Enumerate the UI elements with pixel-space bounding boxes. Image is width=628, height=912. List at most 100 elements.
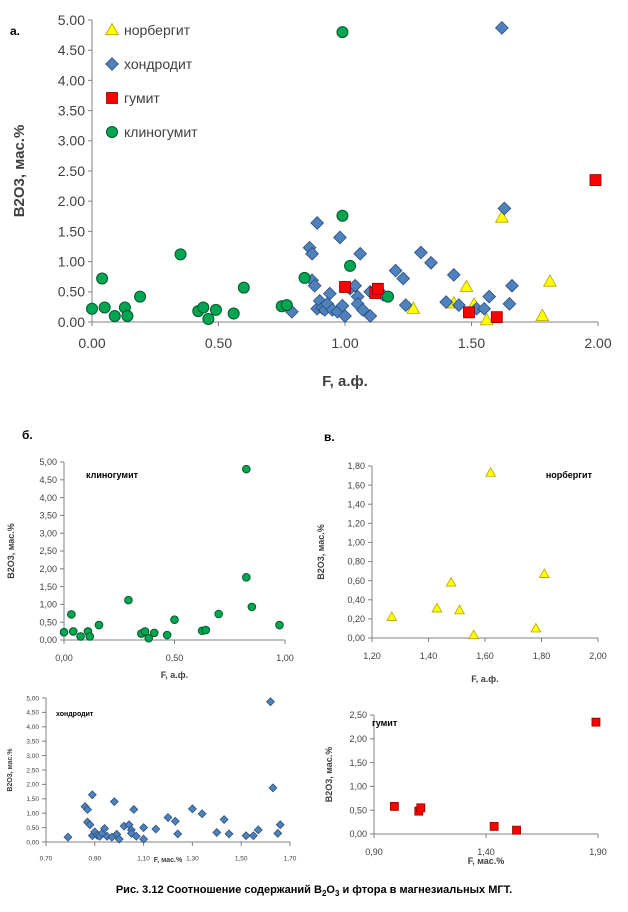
data-point (209, 303, 222, 316)
data-point (396, 271, 411, 286)
y-tick-label: 2,00 (39, 564, 57, 574)
y-tick-label: 3,00 (26, 753, 39, 760)
data-point (273, 828, 283, 838)
y-tick-label: 4.50 (58, 42, 85, 58)
data-point (248, 831, 258, 841)
x-axis-label: F, а.ф. (161, 670, 188, 680)
y-tick-label: 0,00 (349, 829, 367, 839)
x-tick-label: 0.00 (78, 335, 105, 351)
data-point (454, 604, 466, 615)
data-point (363, 309, 378, 323)
data-point (63, 832, 73, 842)
data-point (489, 821, 499, 831)
data-point (214, 609, 223, 619)
y-tick-label: 1,50 (39, 582, 57, 592)
data-point (268, 783, 278, 793)
legend-label: норбергит (124, 22, 191, 38)
data-point (237, 281, 250, 294)
y-tick-label: 1,00 (26, 810, 39, 817)
x-tick-label: 2.00 (584, 335, 611, 351)
humite-scatter-chart: 0,00 0,50 1,00 1,50 2,00 2,50 0,90 1,40 1,90 F, м… (324, 710, 607, 866)
figure-caption: Рис. 3.12 Соотношение содержаний B2O3 и … (115, 884, 513, 899)
panel-label-b: б. (22, 428, 33, 442)
data-point (139, 823, 149, 833)
chart-title: клиногумит (86, 470, 139, 480)
data-point (530, 622, 542, 633)
data-point (305, 246, 320, 261)
chart-title: норбергит (546, 470, 593, 480)
legend-label: хондродит (124, 56, 193, 72)
y-tick-label: 0,00 (26, 839, 39, 846)
data-point (227, 307, 240, 320)
data-point (451, 298, 466, 312)
data-point (86, 302, 98, 315)
y-tick-label: 3.00 (58, 133, 85, 149)
y-tick-label: 0,60 (347, 576, 365, 586)
y-tick-label: 3.50 (58, 103, 85, 119)
data-point (197, 301, 210, 314)
data-point (124, 595, 133, 605)
data-point (482, 289, 497, 304)
y-tick-label: 1.00 (58, 254, 85, 270)
data-point (242, 573, 251, 582)
data-point (114, 834, 124, 844)
data-point (424, 255, 438, 270)
data-point (591, 717, 601, 727)
data-point (336, 26, 349, 39)
data-point (307, 278, 322, 293)
data-point (266, 697, 275, 707)
data-point (477, 301, 492, 316)
data-point (535, 308, 550, 322)
data-point (173, 829, 183, 839)
y-axis-label: B2O3, мас.% (316, 524, 326, 580)
y-tick-label: 5,00 (26, 695, 39, 702)
y-tick-label: 2,50 (39, 546, 57, 556)
y-axis-label: B2O3, мас.% (7, 748, 14, 792)
data-point (67, 610, 76, 619)
data-point (247, 602, 257, 612)
norbergite-scatter-chart: 0,00 0,20 0,40 0,60 0,80 1,00 1,20 1,40 1,60 1,80… (316, 461, 607, 684)
data-point (83, 804, 92, 814)
data-point (85, 820, 95, 830)
data-point (310, 216, 325, 230)
x-tick-label: 1,70 (284, 856, 297, 863)
y-axis-label: B2O3, мас.% (6, 523, 16, 579)
data-point (439, 295, 454, 309)
data-point (275, 620, 284, 630)
data-point (187, 804, 197, 814)
panel-label-a: а. (10, 24, 21, 38)
x-tick-label: 1,90 (589, 847, 607, 857)
data-point (85, 632, 95, 641)
data-point (322, 286, 337, 301)
data-point (87, 790, 97, 800)
data-point (212, 828, 222, 837)
data-point (479, 312, 494, 326)
data-point (497, 201, 512, 216)
legend-marker (104, 22, 120, 36)
data-point (162, 630, 172, 640)
y-tick-label: 0,40 (347, 595, 365, 605)
y-axis-label: B2O3, мас.% (324, 747, 334, 803)
x-tick-label: 0,70 (40, 856, 53, 863)
data-point (163, 813, 173, 822)
data-point (589, 174, 602, 186)
y-tick-label: 5.00 (58, 12, 85, 28)
x-tick-label: 2,00 (589, 651, 607, 661)
x-tick-label: 1,50 (235, 856, 248, 863)
data-point (202, 312, 215, 325)
x-axis-label: F, мас.% (468, 856, 505, 866)
y-axis-label: B2O3, мас.% (11, 125, 28, 218)
y-tick-label: 1,00 (347, 538, 365, 548)
x-tick-label: 1,40 (477, 847, 495, 857)
data-point (174, 248, 187, 261)
x-axis-label: F, мас.% (154, 857, 183, 864)
legend-label: клиногумит (124, 124, 198, 140)
data-point (389, 801, 399, 811)
y-tick-label: 0.50 (58, 284, 85, 300)
data-point (121, 309, 134, 322)
data-point (139, 834, 149, 844)
x-tick-label: 1,60 (476, 651, 494, 661)
legend-marker (106, 126, 118, 138)
data-point (151, 824, 161, 834)
y-tick-label: 1,00 (349, 782, 367, 792)
